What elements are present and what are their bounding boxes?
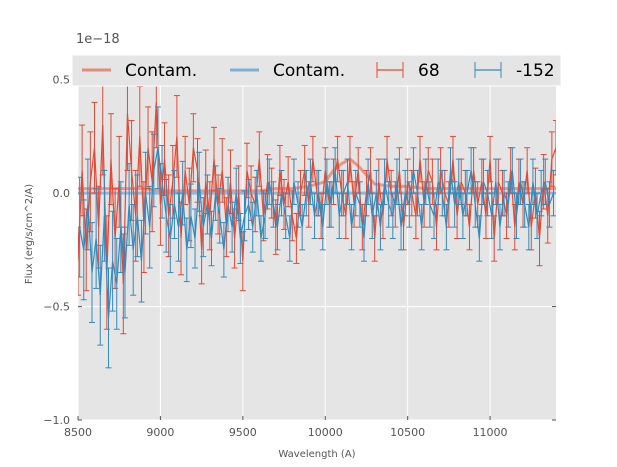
x-tick-label: 9000 <box>146 426 174 439</box>
x-tick-label: 10500 <box>390 426 425 439</box>
legend-label: Contam. <box>125 61 197 81</box>
legend-label: 68 <box>418 61 440 81</box>
x-axis-label: Wavelength (A) <box>278 449 355 460</box>
y-offset-text: 1e−18 <box>76 32 120 47</box>
legend-box <box>71 54 562 87</box>
data-line <box>79 147 555 318</box>
series-layer <box>78 57 556 369</box>
legend-entry: Contam. <box>82 61 197 81</box>
legend-label: Contam. <box>273 61 345 81</box>
y-tick-label: 0.5 <box>53 74 71 87</box>
legend: Contam. Contam. 68 -152 <box>71 54 562 87</box>
legend-label: -152 <box>516 61 555 81</box>
y-tick-label: 0.0 <box>53 187 71 200</box>
legend-entry: -152 <box>474 61 555 81</box>
series--152 <box>78 106 556 369</box>
legend-entry: 68 <box>376 61 440 81</box>
y-tick-label: −0.5 <box>43 301 70 314</box>
x-tick-label: 9500 <box>229 426 257 439</box>
legend-entry: Contam. <box>230 61 345 81</box>
y-tick-labels: −1.0 −0.5 0.0 0.5 <box>43 74 70 427</box>
x-tick-label: 10000 <box>308 426 343 439</box>
y-tick-label: −1.0 <box>43 414 70 427</box>
x-tick-label: 8500 <box>64 426 92 439</box>
x-tick-label: 11000 <box>473 426 508 439</box>
y-axis-label: Flux (erg/s/cm^2/A) <box>24 184 35 284</box>
x-tick-labels: 8500 9000 9500 10000 10500 11000 <box>64 426 508 439</box>
